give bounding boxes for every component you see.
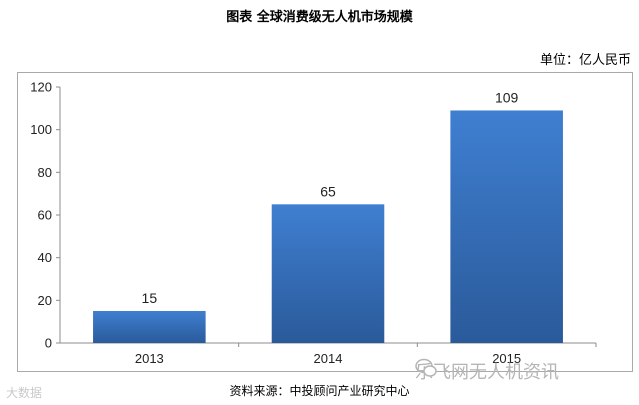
y-tick-label: 40 <box>38 250 52 265</box>
bar <box>450 110 563 343</box>
x-tick-label: 2013 <box>135 351 164 366</box>
source-note: 资料来源：中投顾问产业研究中心 <box>229 384 410 398</box>
chart-frame <box>17 72 633 372</box>
data-label: 65 <box>320 183 336 199</box>
x-tick-label: 2014 <box>314 351 343 366</box>
unit-label: 单位：亿人民币 <box>539 53 631 68</box>
watermark-right-text: 乐飞网无人机资讯 <box>415 362 559 383</box>
y-tick-label: 20 <box>38 293 52 308</box>
y-tick-label: 80 <box>38 165 52 180</box>
chart-title: 图表 全球消费级无人机市场规模 <box>226 10 413 25</box>
y-tick-label: 100 <box>30 122 52 137</box>
data-label: 15 <box>142 290 158 306</box>
y-tick-label: 120 <box>30 80 52 95</box>
data-label: 109 <box>495 89 519 105</box>
x-tick-label: 2015 <box>492 351 521 366</box>
y-tick-label: 60 <box>38 208 52 223</box>
watermark-left: 大数据 <box>6 386 43 400</box>
watermark-right: 乐飞网无人机资讯 <box>415 358 559 384</box>
bar <box>271 204 385 343</box>
y-tick-label: 0 <box>45 336 52 351</box>
bar <box>93 311 206 343</box>
wechat-icon <box>415 358 437 377</box>
